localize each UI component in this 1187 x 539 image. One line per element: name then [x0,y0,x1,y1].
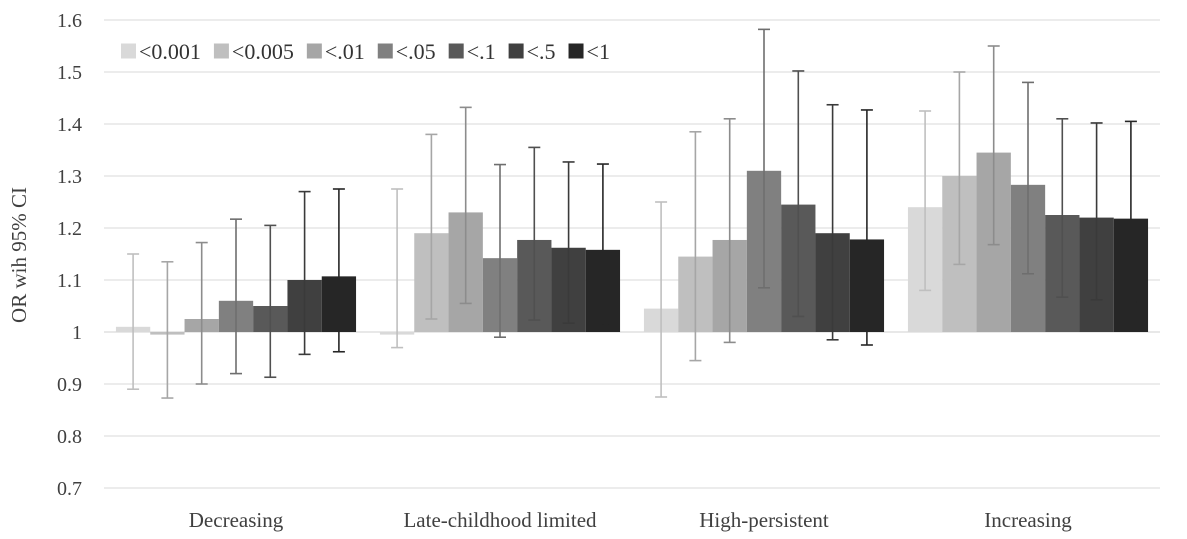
legend-label: <0.005 [232,39,294,64]
y-tick-label: 1.1 [57,270,82,292]
y-tick-label: 0.7 [57,478,82,500]
legend-swatch [568,43,584,59]
y-tick-label: 0.8 [57,426,82,448]
legend-label: <.1 [467,39,496,64]
legend-label: <0.001 [139,39,201,64]
legend-swatch [121,43,136,59]
legend-swatch [377,43,393,59]
category-label: High-persistent [699,508,829,532]
category-label: Late-childhood limited [403,508,597,532]
y-tick-label: 1.3 [57,166,82,188]
y-tick-label: 1.4 [57,114,82,136]
y-tick-label: 1.6 [57,10,82,32]
y-tick-label: 1.5 [57,62,82,84]
legend-label: <.01 [325,39,365,64]
y-tick-label: 0.9 [57,374,82,396]
y-tick-label: 1.2 [57,218,82,240]
y-axis-title: OR wih 95% CI [7,187,31,323]
legend-swatch [213,43,229,59]
legend-label: <1 [587,39,610,64]
y-tick-label: 1 [72,322,82,344]
legend-label: <.5 [527,39,556,64]
legend-swatch [448,43,464,59]
legend-swatch [508,43,524,59]
y-tick-labels: 0.7 0.8 0.9 1 1.1 1.2 1.3 1.4 1.5 1.6 [57,10,82,500]
category-labels: Decreasing Late-childhood limited High-per… [189,508,1072,532]
category-label: Decreasing [189,508,284,532]
error-bars-layer [127,28,1137,399]
legend-label: <.05 [396,39,436,64]
legend: <0.001 <0.005 <.01 <.05 <.1 <.5 <1 [121,39,610,64]
legend-swatch [306,43,322,59]
category-label: Increasing [984,508,1072,532]
